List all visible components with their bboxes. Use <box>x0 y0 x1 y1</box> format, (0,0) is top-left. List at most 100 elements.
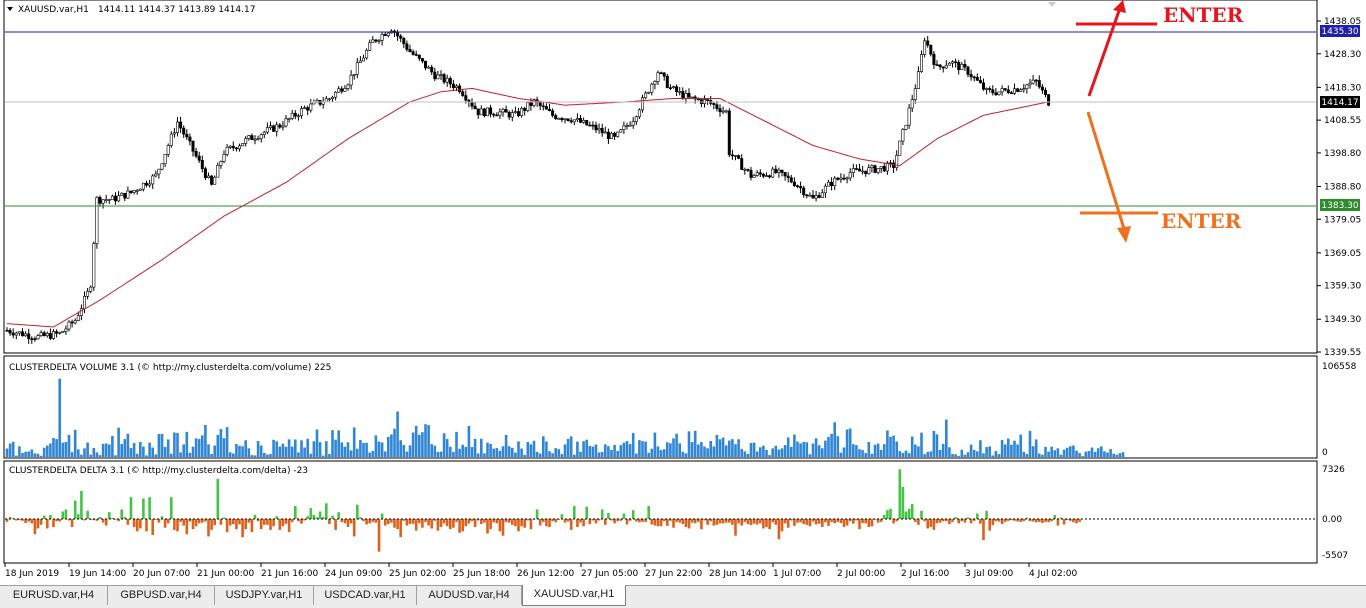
volume-bar <box>281 443 285 457</box>
horizontal-level-lines[interactable] <box>5 31 1316 207</box>
delta-bar <box>1013 519 1016 521</box>
candle-body <box>653 81 657 85</box>
delta-bar <box>92 519 96 521</box>
delta-bar <box>588 519 592 525</box>
candle-body <box>659 72 663 75</box>
candle-body <box>504 109 508 113</box>
volume-bar <box>731 439 734 457</box>
candle-body <box>95 197 99 244</box>
delta-bar <box>58 519 61 522</box>
candle-body <box>225 146 229 155</box>
volume-bar <box>101 443 105 457</box>
delta-bar <box>253 514 257 519</box>
volume-bar <box>752 442 756 457</box>
delta-bar <box>495 519 499 524</box>
delta-bar <box>166 519 170 524</box>
delta-bar <box>455 519 458 522</box>
volume-bar <box>821 448 824 457</box>
candle-body <box>358 60 362 63</box>
candle-body <box>613 132 617 137</box>
delta-bar <box>507 519 511 523</box>
candle-body <box>650 83 654 93</box>
volume-bar <box>932 430 936 457</box>
delta-bar <box>80 491 83 519</box>
delta-bar <box>263 519 266 525</box>
volume-bar <box>343 446 347 457</box>
delta-bar <box>948 519 951 525</box>
candle-body <box>256 138 260 140</box>
delta-bar <box>796 519 799 523</box>
volume-bar <box>644 441 647 457</box>
delta-bar <box>356 504 359 519</box>
tab-audusd[interactable]: AUDUSD.var,H4 <box>417 586 522 605</box>
volume-bar <box>966 452 970 457</box>
candle-body <box>411 51 415 55</box>
volume-bar <box>718 439 722 457</box>
candle-body <box>380 34 384 41</box>
candle-body <box>721 110 725 113</box>
volume-bar <box>538 453 542 457</box>
delta-bar <box>325 503 328 519</box>
candle-body <box>938 64 942 68</box>
volume-bar <box>1007 438 1010 457</box>
tab-usdcad[interactable]: USDCAD.var,H1 <box>314 586 417 605</box>
candle-body <box>120 192 124 197</box>
candle-body <box>988 88 992 90</box>
candle-body <box>631 121 635 126</box>
candle-body <box>454 85 458 88</box>
tab-eurusd[interactable]: EURUSD.var,H4 <box>0 586 108 605</box>
candle-body <box>935 64 939 66</box>
volume-bar <box>920 432 923 457</box>
delta-bar <box>889 508 892 519</box>
candle-body <box>210 175 214 185</box>
tab-gbpusd[interactable]: GBPUSD.var,H4 <box>108 586 215 605</box>
candle-body <box>1028 82 1032 86</box>
lower-entry-annotation[interactable]: ENTER <box>1080 111 1242 243</box>
delta-bar <box>520 519 523 527</box>
delta-bar <box>108 512 111 519</box>
delta-bar <box>55 519 58 522</box>
tab-usdjpy[interactable]: USDJPY.var,H1 <box>215 586 314 605</box>
candle-body <box>1037 80 1041 88</box>
scroll-marker-icon[interactable] <box>1048 2 1056 7</box>
candle-body <box>101 199 105 204</box>
delta-bar <box>486 519 489 534</box>
volume-bar <box>1044 446 1047 457</box>
delta-bar <box>126 519 130 525</box>
volume-bar <box>548 451 551 457</box>
tab-xauusd[interactable]: XAUUSD.var,H1 <box>522 585 626 606</box>
chart-canvas[interactable]: XAUUSD.var,H1 1414.11 1414.37 1413.89 14… <box>0 0 1366 585</box>
candle-body <box>30 338 34 340</box>
delta-bar <box>827 519 830 526</box>
volume-panel-frame <box>3 355 1318 459</box>
delta-bar <box>783 519 787 524</box>
volume-bar <box>551 453 554 457</box>
candle-body <box>919 54 923 72</box>
resistance-price-tag <box>1320 25 1360 37</box>
volume-bar <box>98 455 102 457</box>
delta-bar <box>883 514 886 519</box>
delta-bar <box>300 519 303 524</box>
candle-body <box>997 91 1001 95</box>
candle-body <box>644 92 648 99</box>
delta-bar <box>1000 519 1004 525</box>
volume-bar <box>1022 451 1026 457</box>
delta-bar <box>334 519 337 530</box>
delta-bar <box>600 509 604 519</box>
delta-bar <box>1050 519 1053 522</box>
delta-bar <box>470 519 474 522</box>
delta-bar <box>377 519 381 552</box>
chart-menu-arrow-icon[interactable] <box>7 7 13 11</box>
volume-bar <box>935 434 939 457</box>
delta-bar <box>294 506 297 519</box>
upper-entry-annotation[interactable]: ENTER <box>1076 0 1244 97</box>
volume-bar <box>864 453 867 457</box>
candle-body <box>1040 86 1044 91</box>
volume-bar <box>114 455 117 457</box>
candle-body <box>24 333 28 337</box>
candle-body <box>578 118 582 123</box>
candle-body <box>458 85 462 92</box>
delta-bar <box>917 519 920 525</box>
volume-bar <box>393 428 396 457</box>
